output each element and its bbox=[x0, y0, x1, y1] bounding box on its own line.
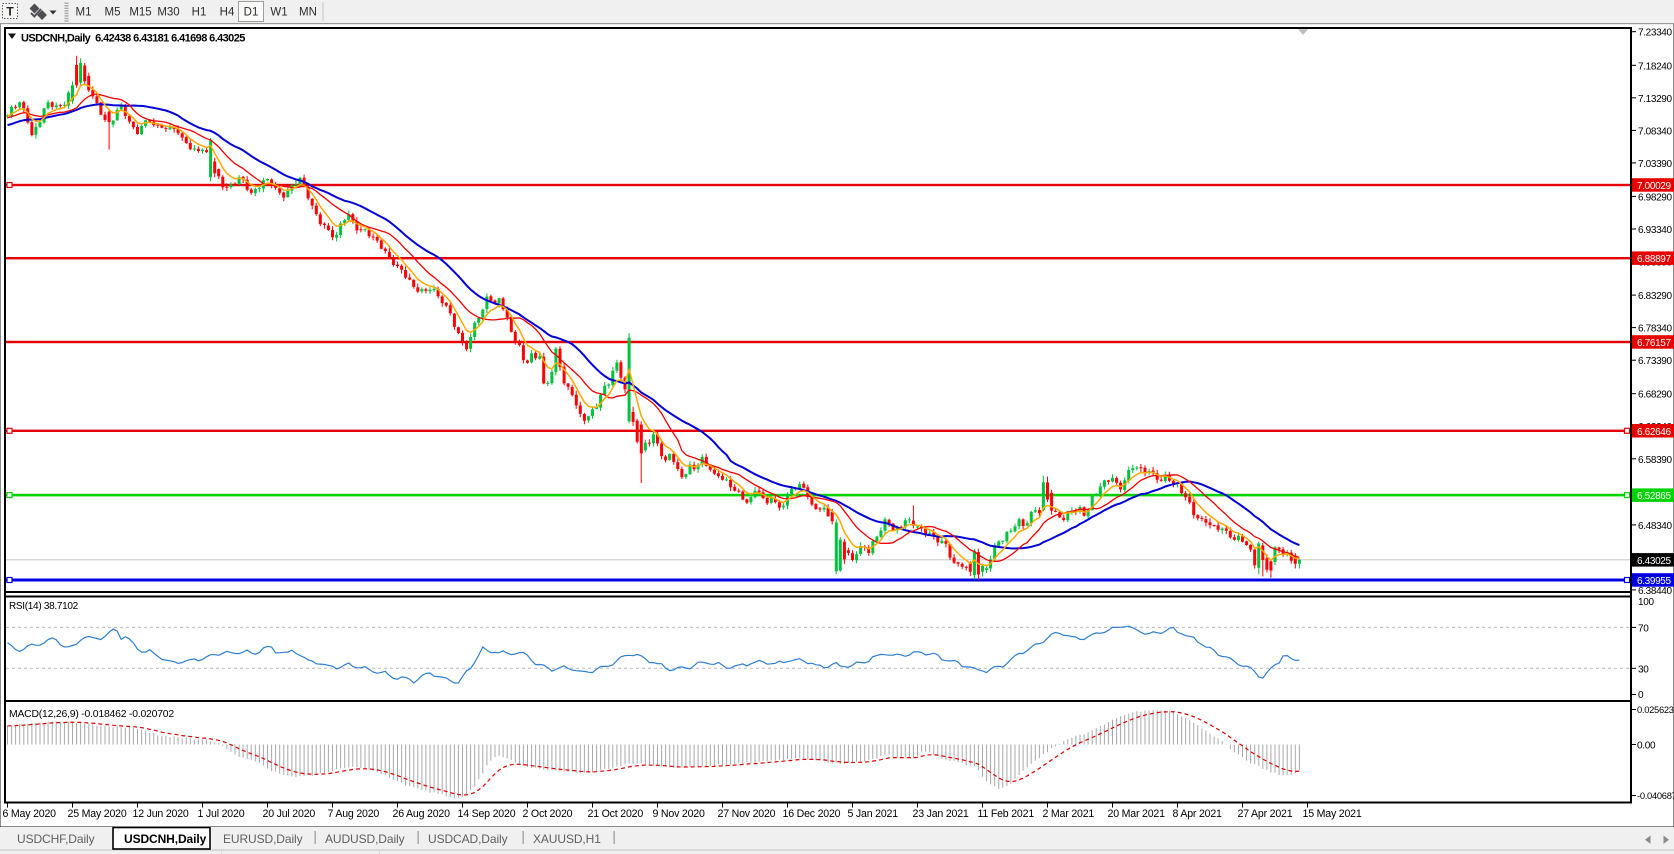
svg-text:EURUSD,Daily: EURUSD,Daily bbox=[223, 832, 303, 846]
svg-text:6.73390: 6.73390 bbox=[1638, 356, 1672, 367]
svg-text:1 Jul 2020: 1 Jul 2020 bbox=[198, 808, 245, 820]
svg-text:20 Jul 2020: 20 Jul 2020 bbox=[263, 808, 316, 820]
svg-text:USDCHF,Daily: USDCHF,Daily bbox=[17, 832, 95, 846]
svg-text:0.025623: 0.025623 bbox=[1637, 704, 1674, 715]
svg-text:6.58390: 6.58390 bbox=[1638, 455, 1672, 466]
svg-text:6.78340: 6.78340 bbox=[1638, 324, 1672, 335]
svg-text:USDCNH,Daily 6.42438 6.43181: USDCNH,Daily 6.42438 6.43181 6.41698 6.4… bbox=[21, 33, 245, 45]
svg-text:6.48340: 6.48340 bbox=[1638, 521, 1672, 532]
svg-text:11 Feb 2021: 11 Feb 2021 bbox=[978, 808, 1035, 820]
svg-text:T: T bbox=[6, 5, 14, 19]
svg-text:USDCAD,Daily: USDCAD,Daily bbox=[428, 832, 508, 846]
svg-text:M1: M1 bbox=[76, 7, 92, 19]
svg-text:7.03390: 7.03390 bbox=[1638, 159, 1672, 170]
svg-text:RSI(14) 38.7102: RSI(14) 38.7102 bbox=[9, 601, 79, 612]
svg-text:M30: M30 bbox=[157, 7, 179, 19]
svg-text:MACD(12,26,9) -0.018462 -0.020: MACD(12,26,9) -0.018462 -0.020702 bbox=[9, 709, 174, 720]
svg-text:6.38440: 6.38440 bbox=[1638, 586, 1672, 597]
svg-text:70: 70 bbox=[1638, 623, 1649, 634]
svg-text:9 Nov 2020: 9 Nov 2020 bbox=[653, 808, 705, 820]
svg-text:6.76157: 6.76157 bbox=[1637, 338, 1671, 349]
svg-text:15 May 2021: 15 May 2021 bbox=[1303, 808, 1362, 820]
svg-text:8 Apr 2021: 8 Apr 2021 bbox=[1173, 808, 1223, 820]
svg-text:6.39955: 6.39955 bbox=[1637, 576, 1671, 587]
svg-text:AUDUSD,Daily: AUDUSD,Daily bbox=[325, 832, 405, 846]
svg-text:7.08340: 7.08340 bbox=[1638, 126, 1672, 137]
svg-text:23 Jan 2021: 23 Jan 2021 bbox=[913, 808, 969, 820]
svg-text:20 Mar 2021: 20 Mar 2021 bbox=[1108, 808, 1166, 820]
svg-text:H4: H4 bbox=[220, 7, 235, 19]
svg-text:MN: MN bbox=[299, 7, 317, 19]
svg-text:6.52865: 6.52865 bbox=[1637, 491, 1671, 502]
svg-text:0: 0 bbox=[1638, 690, 1644, 701]
svg-text:7.23340: 7.23340 bbox=[1638, 28, 1672, 39]
svg-text:6.98290: 6.98290 bbox=[1638, 192, 1672, 203]
svg-text:2 Mar 2021: 2 Mar 2021 bbox=[1043, 808, 1095, 820]
svg-text:2 Oct 2020: 2 Oct 2020 bbox=[523, 808, 573, 820]
svg-text:H1: H1 bbox=[192, 7, 207, 19]
svg-text:6.62646: 6.62646 bbox=[1637, 427, 1671, 438]
svg-text:27 Nov 2020: 27 Nov 2020 bbox=[718, 808, 776, 820]
svg-text:30: 30 bbox=[1638, 664, 1649, 675]
svg-text:6.83290: 6.83290 bbox=[1638, 291, 1672, 302]
svg-text:XAUUSD,H1: XAUUSD,H1 bbox=[533, 832, 601, 846]
svg-text:5 Jan 2021: 5 Jan 2021 bbox=[848, 808, 899, 820]
svg-text:0.00: 0.00 bbox=[1637, 741, 1656, 752]
svg-text:21 Oct 2020: 21 Oct 2020 bbox=[588, 808, 644, 820]
svg-text:25 May 2020: 25 May 2020 bbox=[68, 808, 127, 820]
svg-text:M15: M15 bbox=[129, 7, 151, 19]
svg-text:6.93340: 6.93340 bbox=[1638, 225, 1672, 236]
svg-text:6.68290: 6.68290 bbox=[1638, 390, 1672, 401]
svg-text:16 Dec 2020: 16 Dec 2020 bbox=[783, 808, 841, 820]
svg-text:6 May 2020: 6 May 2020 bbox=[3, 808, 57, 820]
svg-text:D1: D1 bbox=[244, 7, 259, 19]
svg-text:W1: W1 bbox=[270, 7, 287, 19]
svg-text:6.88897: 6.88897 bbox=[1637, 254, 1671, 265]
svg-text:12 Jun 2020: 12 Jun 2020 bbox=[133, 808, 189, 820]
svg-text:USDCNH,Daily: USDCNH,Daily bbox=[124, 832, 207, 846]
svg-text:7.18240: 7.18240 bbox=[1638, 61, 1672, 72]
svg-text:100: 100 bbox=[1638, 597, 1655, 608]
svg-text:26 Aug 2020: 26 Aug 2020 bbox=[393, 808, 451, 820]
svg-text:7 Aug 2020: 7 Aug 2020 bbox=[328, 808, 380, 820]
svg-text:27 Apr 2021: 27 Apr 2021 bbox=[1238, 808, 1293, 820]
svg-text:M5: M5 bbox=[105, 7, 121, 19]
svg-text:7.00029: 7.00029 bbox=[1637, 181, 1671, 192]
svg-text:-0.040687: -0.040687 bbox=[1637, 790, 1674, 801]
svg-text:7.13290: 7.13290 bbox=[1638, 94, 1672, 105]
svg-text:14 Sep 2020: 14 Sep 2020 bbox=[458, 808, 516, 820]
svg-text:6.43025: 6.43025 bbox=[1637, 556, 1671, 567]
